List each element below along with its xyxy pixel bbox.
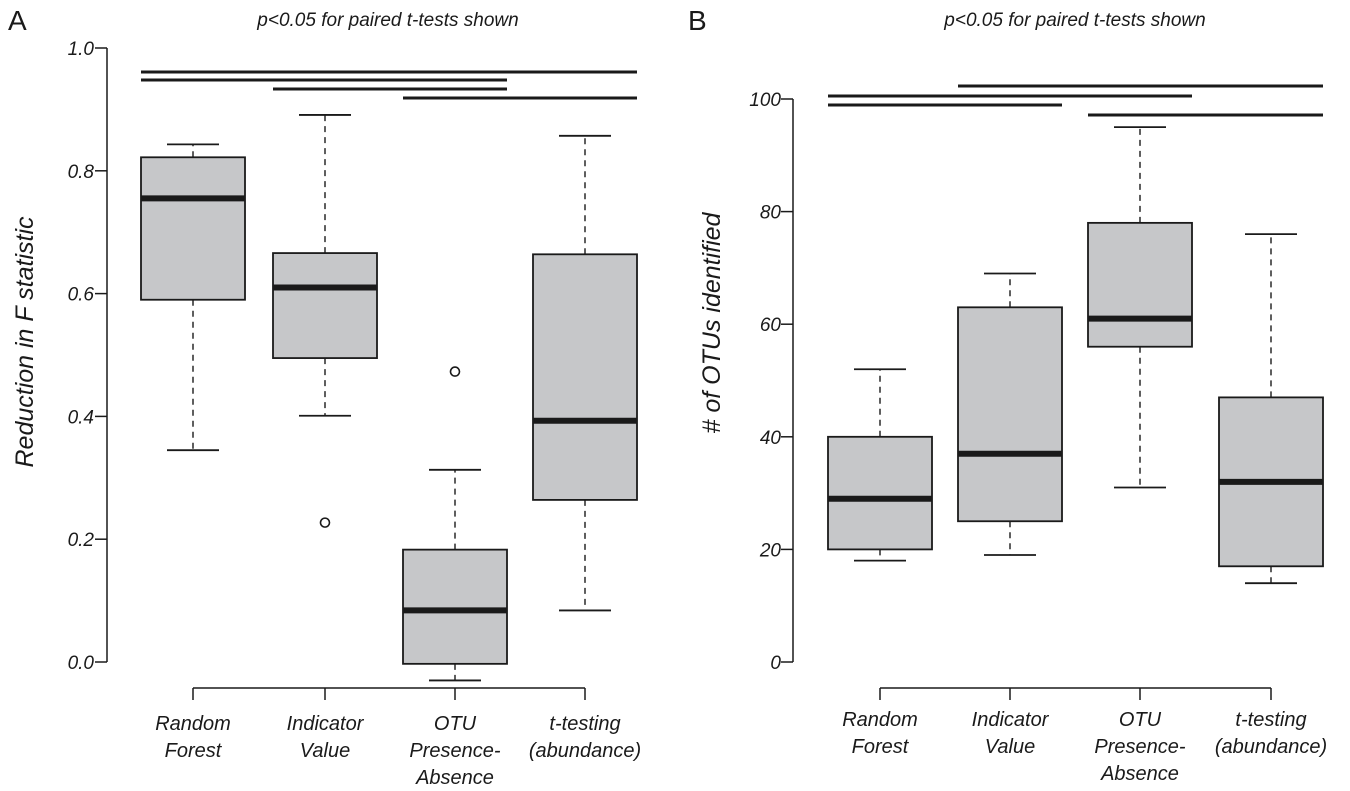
x-category-label: Presence- xyxy=(409,740,500,762)
y-tick-label: 0.6 xyxy=(68,285,95,306)
x-category-label: Absence xyxy=(1100,763,1179,785)
y-tick-label: 0.0 xyxy=(68,653,95,674)
y-tick-label: 20 xyxy=(759,540,782,561)
y-tick-label: 0.4 xyxy=(68,407,94,428)
iqr-box xyxy=(402,548,508,665)
chart-subtitle: p<0.05 for paired t-tests shown xyxy=(256,10,518,31)
y-tick-label: 0.8 xyxy=(68,162,95,183)
x-category-label: Absence xyxy=(415,767,494,789)
y-axis-title: # of OTUs identified xyxy=(698,211,726,433)
x-category-label: Value xyxy=(300,740,350,762)
panel-label: B xyxy=(688,5,707,36)
x-category-label: Indicator xyxy=(972,709,1050,731)
box-2 xyxy=(272,114,378,528)
iqr-box xyxy=(532,253,638,501)
y-axis-title: Reduction in F statistic xyxy=(11,216,39,468)
chart-subtitle: p<0.05 for paired t-tests shown xyxy=(943,10,1205,31)
y-tick-label: 40 xyxy=(760,428,782,449)
outlier-point xyxy=(449,366,461,377)
y-tick-label: 100 xyxy=(749,90,781,111)
iqr-box xyxy=(827,435,933,551)
x-category-label: OTU xyxy=(1119,709,1162,731)
iqr-box xyxy=(1087,221,1193,348)
outlier-point xyxy=(319,517,331,528)
x-category-label: Random xyxy=(155,713,231,735)
x-category-label: Random xyxy=(842,709,918,731)
y-tick-label: 1.0 xyxy=(68,39,95,60)
y-tick-label: 80 xyxy=(760,203,782,224)
panel-label: A xyxy=(8,5,27,36)
x-category-label: Forest xyxy=(165,740,223,762)
iqr-box xyxy=(140,156,246,301)
x-category-label: OTU xyxy=(434,713,477,735)
box-3 xyxy=(402,366,508,682)
iqr-box xyxy=(272,252,378,359)
x-category-label: Forest xyxy=(852,736,910,758)
y-tick-label: 0 xyxy=(770,653,781,674)
x-category-label: Presence- xyxy=(1094,736,1185,758)
box-1 xyxy=(140,143,246,452)
iqr-box xyxy=(957,306,1063,523)
x-category-label: Value xyxy=(985,736,1035,758)
box-2 xyxy=(957,272,1063,556)
box-1 xyxy=(827,368,933,562)
box-4 xyxy=(532,134,638,612)
x-category-label: t-testing xyxy=(1235,709,1306,731)
x-category-label: (abundance) xyxy=(1215,736,1327,758)
y-tick-label: 60 xyxy=(760,315,782,336)
box-3 xyxy=(1087,126,1193,489)
y-tick-label: 0.2 xyxy=(68,530,95,551)
x-category-label: (abundance) xyxy=(529,740,641,762)
x-category-label: Indicator xyxy=(287,713,365,735)
box-4 xyxy=(1218,233,1324,585)
x-category-label: t-testing xyxy=(549,713,620,735)
